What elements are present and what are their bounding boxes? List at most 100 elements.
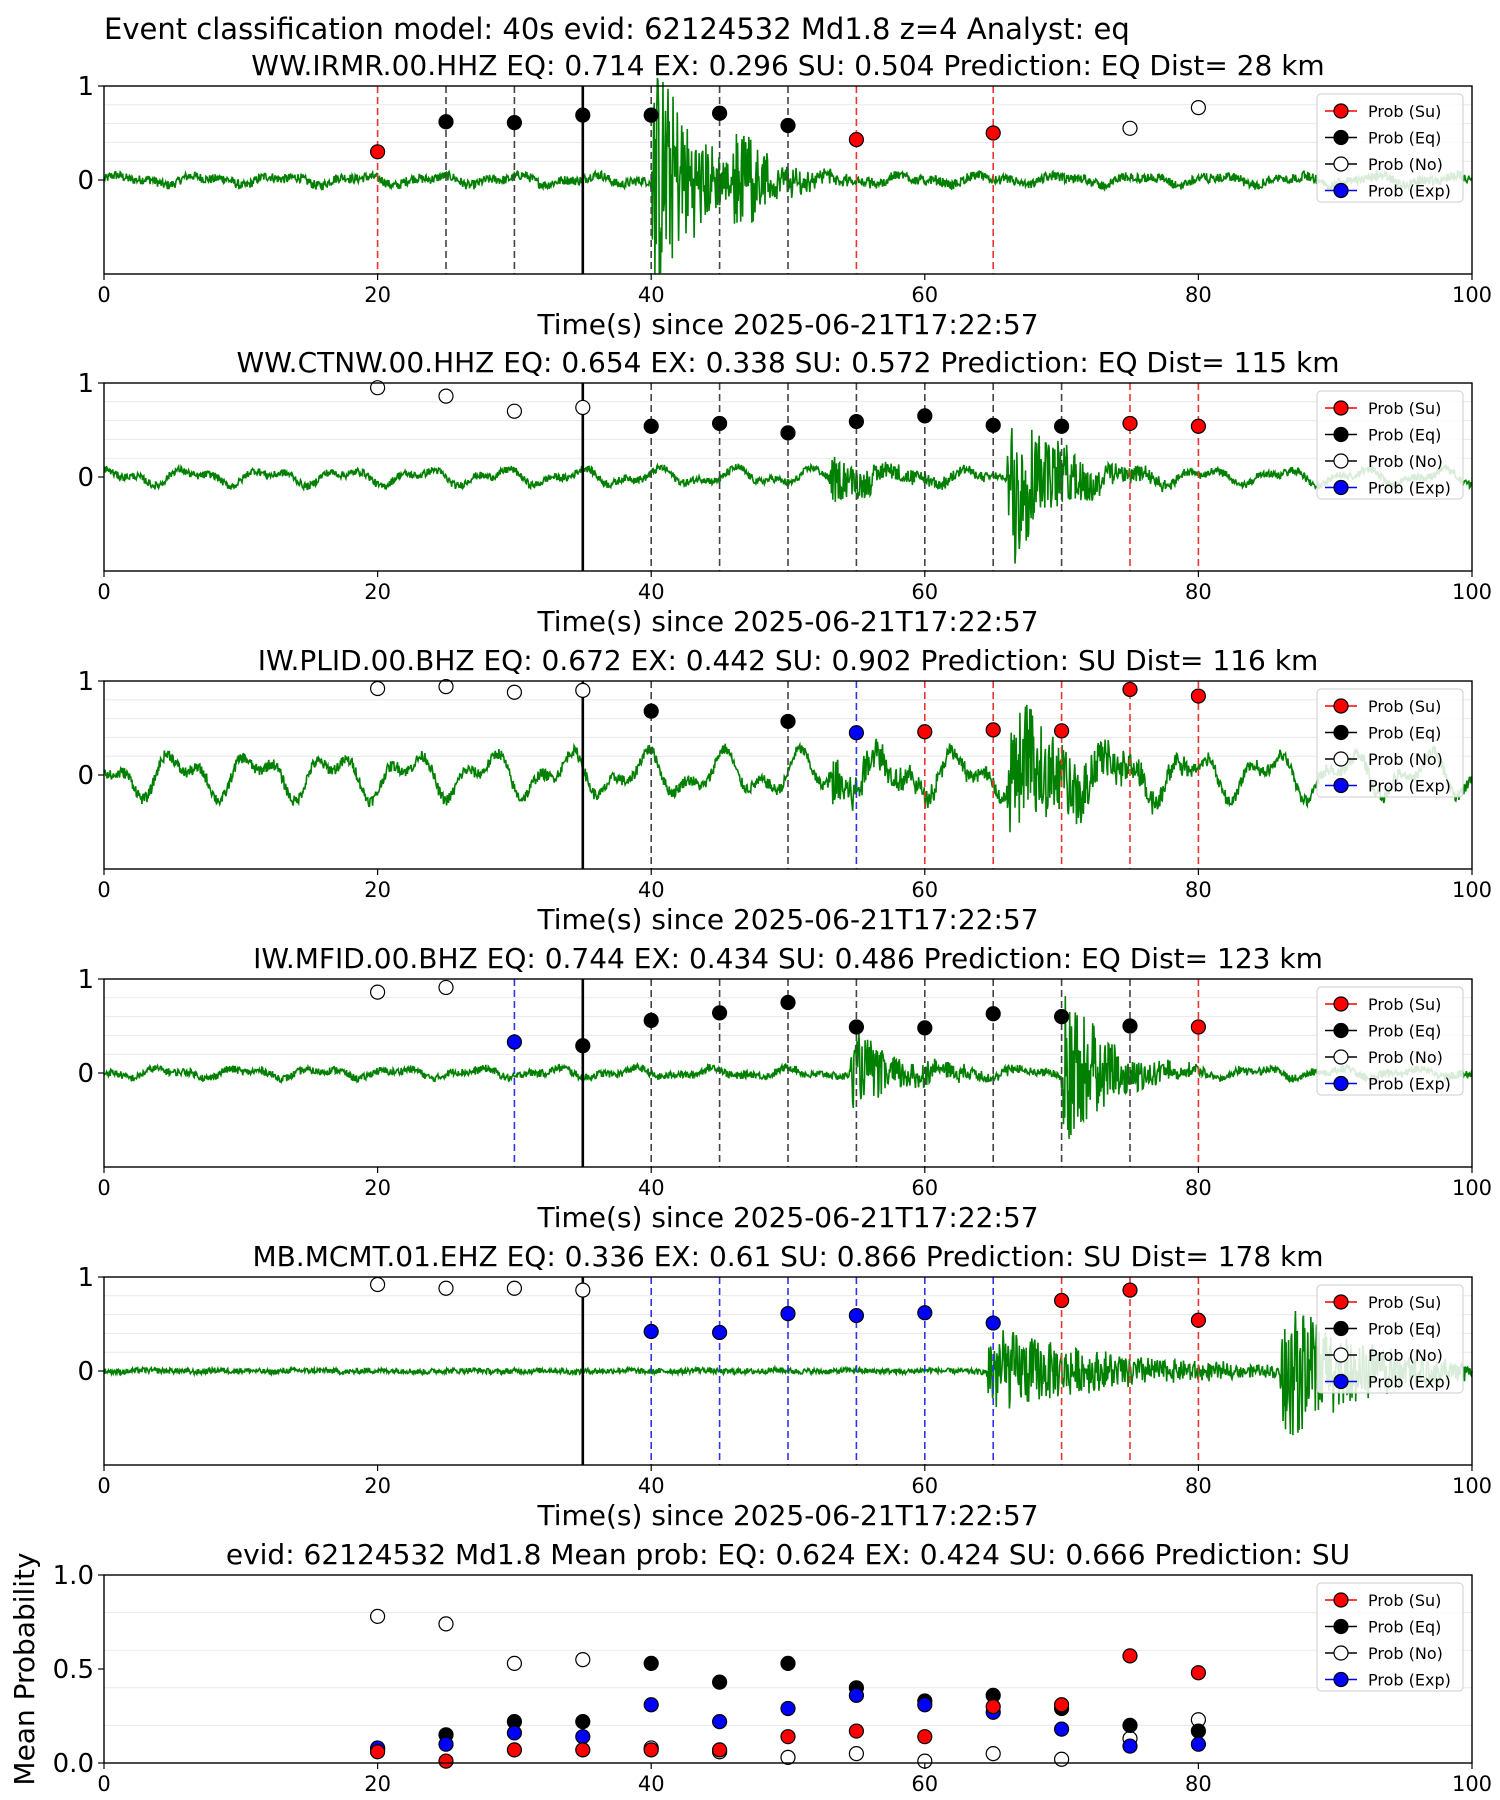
y-tick-label: 0	[77, 463, 94, 493]
y-tick-label: 1	[77, 369, 94, 399]
prob-point-eq	[643, 703, 659, 719]
legend-label: Prob (No)	[1368, 155, 1443, 174]
prob-point-eq	[575, 1038, 591, 1054]
y-tick-label: 1	[77, 1263, 94, 1293]
prob-point-no	[1190, 100, 1207, 116]
legend-marker-su	[1333, 1592, 1349, 1608]
prob-point-exp	[917, 1305, 933, 1321]
legend-label: Prob (Eq)	[1368, 1618, 1441, 1637]
x-tick-label: 0	[97, 580, 110, 604]
x-tick-label: 0	[97, 283, 110, 307]
mean-point-exp	[1122, 1738, 1138, 1754]
prob-point-no	[370, 984, 386, 1000]
legend-label: Prob (Su)	[1368, 102, 1441, 121]
mean-point-exp	[848, 1687, 865, 1703]
mean-point-no	[985, 1745, 1001, 1762]
prob-point-exp	[848, 1307, 865, 1324]
y-tick-label: 0	[77, 1059, 94, 1089]
mean-point-exp	[1190, 1736, 1207, 1752]
prob-point-exp	[848, 725, 865, 741]
legend-label: Prob (No)	[1368, 452, 1443, 471]
legend-label: Prob (Eq)	[1368, 1320, 1441, 1339]
legend-label: Prob (Su)	[1368, 399, 1441, 418]
mean-point-eq	[780, 1655, 796, 1671]
legend-label: Prob (Eq)	[1368, 426, 1441, 445]
legend-label: Prob (No)	[1368, 1644, 1443, 1663]
legend-marker-su	[1333, 400, 1349, 416]
x-tick-label: 20	[364, 580, 391, 604]
prob-point-su	[1190, 1019, 1207, 1035]
prob-point-eq	[1053, 418, 1070, 434]
legend-box	[1316, 1582, 1464, 1692]
prob-point-eq	[643, 1012, 659, 1028]
mean-point-eq	[575, 1714, 591, 1730]
prob-point-eq	[780, 117, 796, 134]
panel-title: IW.MFID.00.BHZ EQ: 0.744 EX: 0.434 SU: 0…	[253, 942, 1323, 975]
x-tick-label: 80	[1185, 1176, 1212, 1200]
prob-point-exp	[780, 1306, 796, 1322]
legend: Prob (Su) Prob (Eq) Prob (No) Prob (Exp)	[1316, 1582, 1464, 1692]
x-tick-label: 100	[1452, 283, 1492, 307]
x-tick-label: 0	[97, 1772, 110, 1796]
x-tick-label: 60	[911, 878, 938, 902]
legend-marker-no	[1333, 751, 1349, 767]
x-tick-label: 100	[1452, 878, 1492, 902]
legend-label: Prob (Exp)	[1368, 479, 1451, 498]
mean-point-su	[985, 1698, 1001, 1715]
x-tick-label: 60	[911, 1772, 938, 1796]
x-tick-label: 0	[97, 878, 110, 902]
prob-point-eq	[917, 1020, 933, 1036]
prob-point-su	[1190, 418, 1207, 434]
mean-point-su	[711, 1742, 728, 1758]
station-panel-1: WW.IRMR.00.HHZ EQ: 0.714 EX: 0.296 SU: 0…	[77, 49, 1492, 341]
legend: Prob (Su) Prob (Eq) Prob (No) Prob (Exp)	[1316, 688, 1464, 798]
legend-marker-eq	[1333, 724, 1349, 741]
waveform-trace	[103, 428, 1473, 564]
station-panel-2: WW.CTNW.00.HHZ EQ: 0.654 EX: 0.338 SU: 0…	[77, 346, 1492, 638]
x-tick-label: 80	[1185, 1772, 1212, 1796]
x-axis-label: Time(s) since 2025-06-21T17:22:57	[536, 903, 1038, 936]
legend-label: Prob (Su)	[1368, 995, 1441, 1014]
prob-point-no	[1122, 120, 1138, 136]
legend-marker-no	[1333, 453, 1349, 469]
x-tick-label: 40	[638, 283, 665, 307]
legend-marker-eq	[1333, 1320, 1349, 1337]
prob-point-no	[575, 399, 591, 416]
legend-label: Prob (Su)	[1368, 1591, 1441, 1610]
prob-point-eq	[917, 408, 933, 424]
mean-point-exp	[917, 1697, 933, 1713]
prob-point-no	[438, 979, 454, 996]
prob-point-exp	[985, 1315, 1001, 1331]
mean-point-exp	[1053, 1721, 1070, 1737]
prob-point-no	[506, 1280, 523, 1296]
mean-point-eq	[711, 1674, 728, 1690]
prob-point-no	[575, 682, 591, 699]
figure-title: Event classification model: 40s evid: 62…	[104, 12, 1130, 46]
legend-marker-no	[1333, 1645, 1349, 1661]
station-panel-4: IW.MFID.00.BHZ EQ: 0.744 EX: 0.434 SU: 0…	[77, 942, 1492, 1234]
prob-point-eq	[780, 713, 796, 730]
prob-point-eq	[1122, 1018, 1138, 1034]
prob-point-su	[370, 144, 386, 160]
x-tick-label: 80	[1185, 283, 1212, 307]
waveform-trace	[103, 704, 1473, 833]
legend-label: Prob (No)	[1368, 750, 1443, 769]
mean-point-su	[506, 1742, 523, 1758]
legend-label: Prob (No)	[1368, 1048, 1443, 1067]
prob-point-su	[1122, 681, 1138, 698]
prob-point-su	[985, 722, 1001, 738]
prob-point-eq	[848, 413, 865, 430]
mean-point-exp	[643, 1697, 659, 1713]
prob-point-eq	[711, 105, 728, 121]
panel-title: IW.PLID.00.BHZ EQ: 0.672 EX: 0.442 SU: 0…	[258, 644, 1318, 677]
x-tick-label: 40	[638, 580, 665, 604]
x-tick-label: 100	[1452, 1772, 1492, 1796]
x-tick-label: 40	[638, 1176, 665, 1200]
panel-title: MB.MCMT.01.EHZ EQ: 0.336 EX: 0.61 SU: 0.…	[252, 1240, 1323, 1273]
prob-point-eq	[1053, 1008, 1070, 1025]
legend-marker-exp	[1333, 479, 1349, 496]
x-tick-label: 80	[1185, 1474, 1212, 1498]
legend-marker-eq	[1333, 1618, 1349, 1635]
